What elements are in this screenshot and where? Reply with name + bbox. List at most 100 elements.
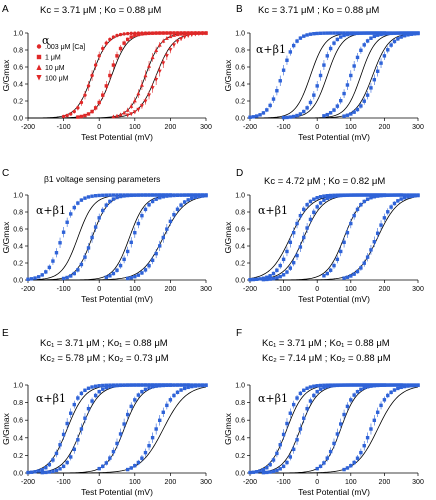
- y-tick-label: 0.2: [235, 453, 245, 460]
- data-point: [255, 470, 259, 474]
- y-tick-label: 0.6: [235, 418, 245, 425]
- data-point: [288, 455, 293, 459]
- data-point: [352, 272, 356, 276]
- data-point: [365, 197, 370, 201]
- data-point: [125, 467, 130, 472]
- y-tick-label: 0.4: [13, 244, 23, 251]
- data-point: [147, 386, 151, 390]
- y-tick-label: 0.8: [235, 210, 245, 217]
- data-point: [268, 470, 272, 474]
- data-point: [29, 470, 34, 474]
- data-point: [386, 210, 390, 214]
- data-point: [115, 113, 119, 118]
- data-point: [265, 108, 269, 112]
- data-point: [409, 194, 413, 198]
- data-point: [115, 193, 119, 197]
- data-point: [136, 383, 141, 387]
- data-point: [302, 416, 306, 420]
- data-point: [175, 207, 180, 211]
- series-4: [125, 193, 208, 281]
- data-point: [129, 466, 133, 470]
- data-point: [36, 469, 41, 473]
- data-point: [54, 451, 59, 456]
- data-point: [312, 197, 316, 201]
- data-point: [115, 268, 119, 272]
- data-point: [275, 451, 279, 456]
- data-point: [133, 193, 137, 197]
- data-point: [328, 46, 333, 51]
- panel-letter: A: [2, 4, 9, 15]
- data-point: [136, 91, 141, 96]
- data-point: [129, 35, 133, 39]
- series-3: [322, 193, 420, 278]
- data-point: [125, 412, 130, 417]
- data-point: [83, 196, 87, 200]
- data-point: [197, 194, 201, 199]
- data-point: [154, 427, 158, 431]
- data-point: [396, 31, 400, 35]
- data-point: [362, 31, 366, 35]
- data-point: [179, 193, 183, 197]
- data-point: [69, 212, 73, 216]
- data-point: [58, 241, 62, 245]
- data-point: [281, 273, 286, 277]
- data-point: [154, 48, 159, 53]
- data-point: [339, 249, 343, 254]
- data-point: [372, 78, 377, 82]
- data-point: [111, 384, 116, 388]
- data-point: [298, 245, 303, 249]
- data-point: [359, 266, 363, 270]
- data-point: [251, 277, 256, 282]
- data-point: [349, 398, 353, 402]
- data-point: [295, 253, 299, 258]
- data-point: [382, 32, 387, 36]
- legend-marker: [36, 54, 42, 60]
- data-point: [392, 201, 397, 206]
- data-point: [101, 193, 105, 197]
- data-point: [349, 221, 353, 226]
- data-point: [115, 383, 119, 388]
- data-point: [298, 427, 303, 431]
- data-point: [139, 104, 144, 109]
- data-point: [186, 385, 190, 390]
- data-point: [122, 32, 126, 36]
- data-point: [86, 406, 91, 411]
- data-point: [392, 383, 397, 387]
- data-point: [47, 470, 52, 474]
- data-point: [97, 389, 101, 394]
- data-point: [115, 33, 119, 38]
- data-point: [54, 251, 59, 255]
- data-point: [342, 383, 346, 387]
- y-tick-label: 0.4: [13, 435, 23, 442]
- y-axis-title: G/Gmax: [223, 412, 233, 444]
- data-point: [362, 43, 366, 47]
- data-point: [265, 277, 269, 282]
- data-point: [104, 275, 109, 279]
- data-point: [125, 249, 130, 254]
- data-point: [325, 194, 329, 198]
- data-point: [186, 198, 190, 202]
- data-point: [161, 383, 165, 388]
- data-point: [90, 235, 94, 240]
- data-point: [271, 469, 276, 474]
- data-point: [265, 470, 269, 475]
- data-point: [342, 193, 346, 198]
- data-point: [168, 383, 173, 387]
- data-point: [86, 246, 91, 250]
- data-point: [158, 31, 162, 35]
- params-line-1: Kᴄ = 3.71 μM ; Kᴏ = 0.88 μM: [40, 5, 161, 16]
- x-tick-label: -100: [277, 286, 291, 293]
- data-point: [172, 193, 176, 198]
- data-point: [325, 54, 329, 58]
- data-point: [154, 193, 158, 197]
- data-point: [258, 277, 262, 281]
- data-point: [352, 110, 356, 114]
- data-point: [175, 39, 180, 44]
- data-point: [372, 384, 377, 388]
- data-point: [312, 32, 316, 36]
- y-tick-label: 0.2: [235, 261, 245, 268]
- data-point: [315, 389, 319, 394]
- data-point: [298, 112, 303, 116]
- data-point: [93, 393, 98, 398]
- data-point: [295, 396, 299, 400]
